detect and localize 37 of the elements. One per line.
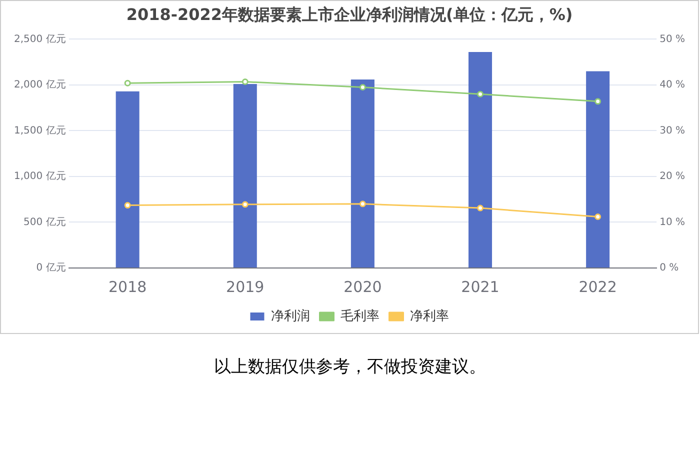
- point: [124, 80, 131, 86]
- legend-label: 净利率: [410, 308, 449, 324]
- point: [594, 214, 602, 220]
- chart-title: 2018-2022年数据要素上市企业净利润情况(单位：亿元，%): [126, 4, 573, 24]
- point: [477, 204, 484, 212]
- y2-tick-label: 30 %: [660, 125, 685, 136]
- y2-tick-label: 10 %: [660, 216, 685, 228]
- y2-tick-label: 50 %: [660, 34, 685, 45]
- y2-tick-label: 40 %: [660, 80, 685, 91]
- point: [359, 200, 366, 208]
- x-tick-label: 2020: [344, 278, 382, 296]
- point: [242, 78, 248, 86]
- bar: [586, 71, 610, 268]
- y-tick-label: 1,000 亿元: [14, 171, 66, 182]
- y-tick-label: 0 亿元: [36, 262, 66, 274]
- legend-label: 净利润: [270, 308, 310, 324]
- x-tick-label: 2021: [461, 278, 500, 296]
- x-tick-label: 2018: [108, 278, 147, 296]
- point: [477, 90, 484, 98]
- y-tick-label: 2,500 亿元: [14, 34, 66, 45]
- y2-tick-label: 0 %: [660, 262, 679, 274]
- bar: [116, 91, 140, 268]
- bar: [233, 84, 257, 268]
- point: [359, 84, 366, 90]
- y-tick-label: 1,500 亿元: [14, 125, 66, 136]
- point: [594, 98, 602, 105]
- x-tick-label: 2019: [226, 278, 264, 296]
- x-tick-label: 2022: [578, 278, 617, 296]
- legend-label: 毛利率: [340, 308, 380, 324]
- point: [242, 201, 248, 208]
- y-tick-label: 2,000 亿元: [14, 80, 66, 91]
- text: 以上数据仅供参考，不做投资建议。: [213, 356, 487, 378]
- y2-tick-label: 20 %: [660, 171, 685, 182]
- y-tick-label: 500 亿元: [24, 216, 66, 228]
- point: [124, 202, 131, 209]
- bar: [350, 79, 374, 268]
- bar: [468, 52, 492, 268]
